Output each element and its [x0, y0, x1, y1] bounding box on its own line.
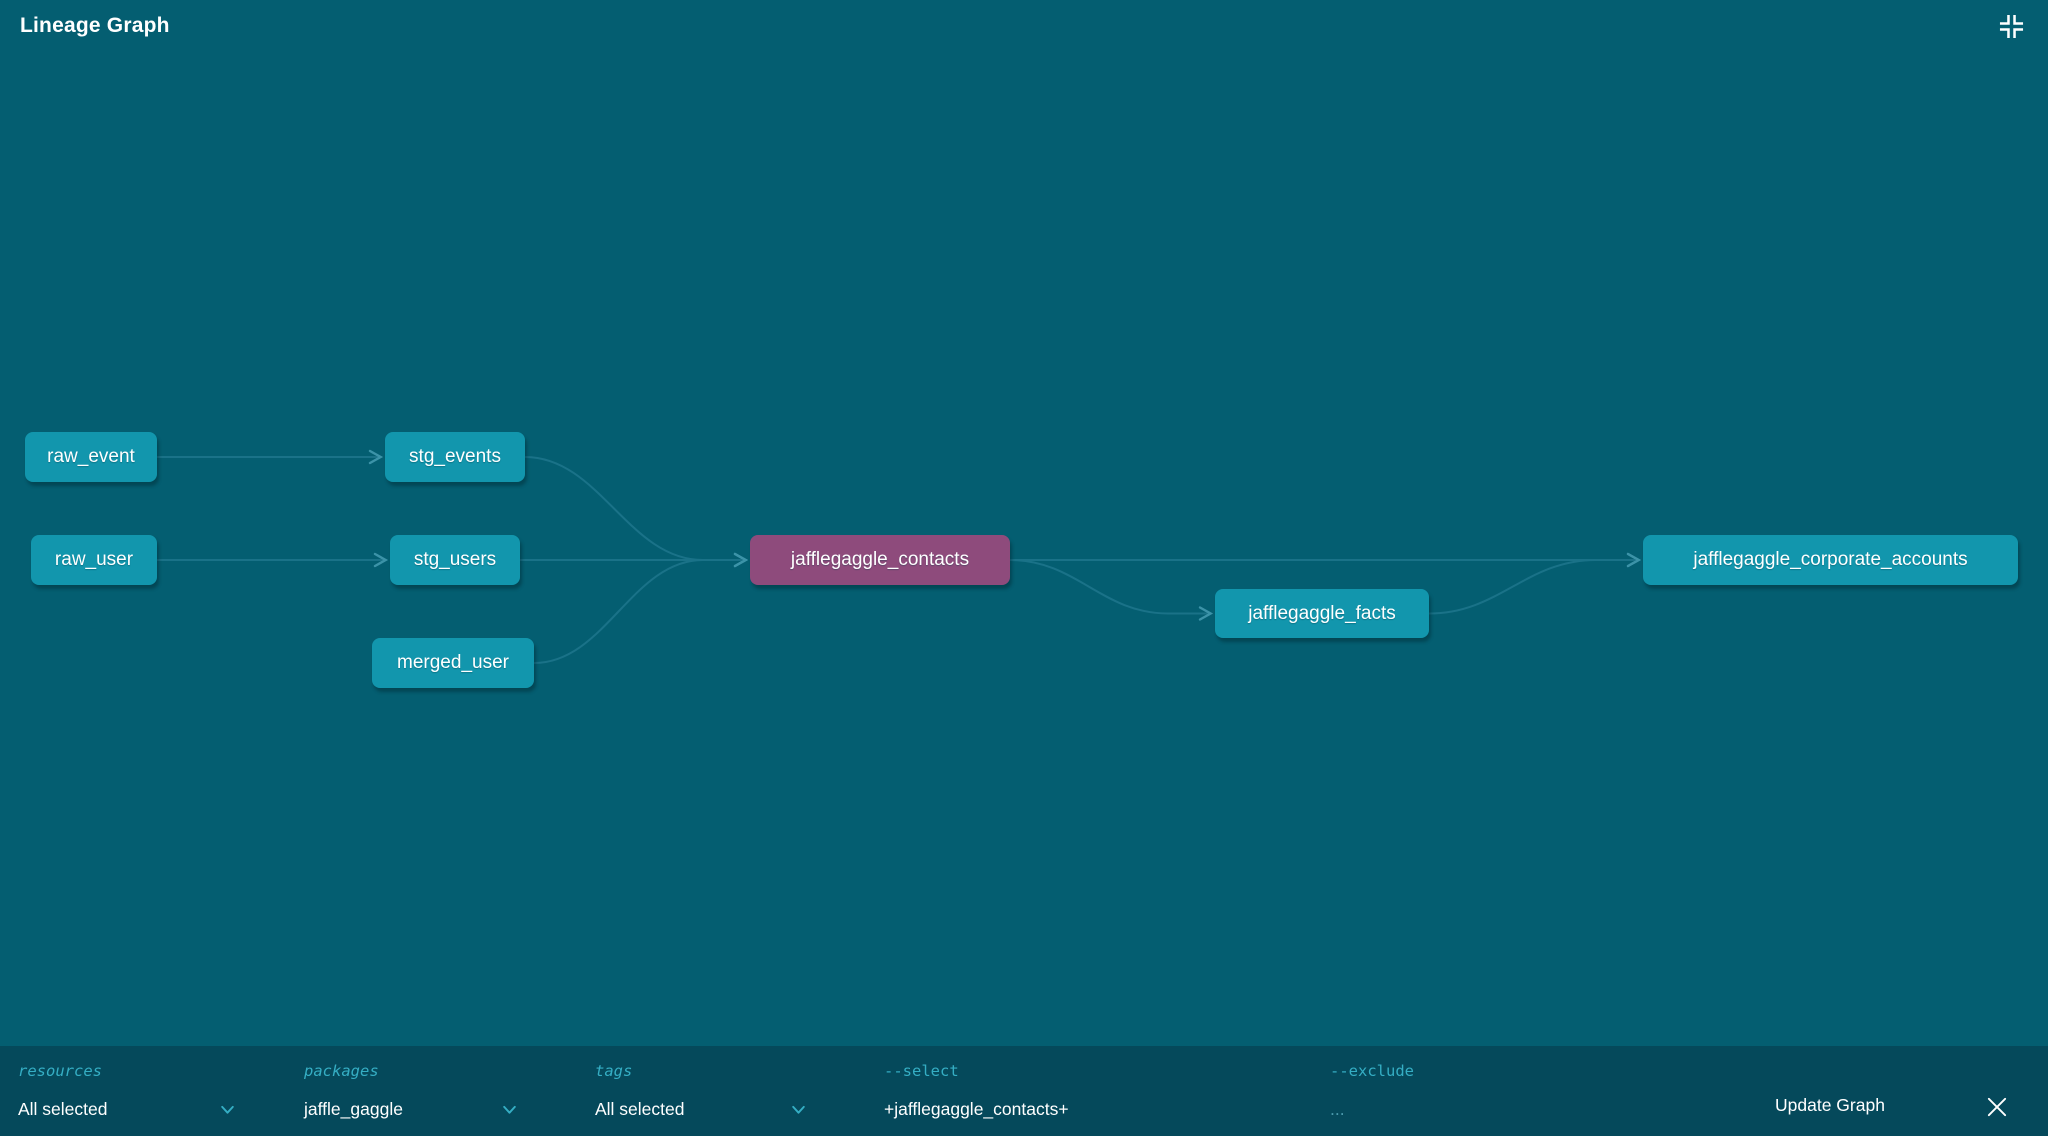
graph-node-jafflegaggle-contacts[interactable]: jafflegaggle_contacts [750, 535, 1010, 585]
filter-resources-value: All selected [18, 1099, 108, 1119]
filter-tags-value: All selected [595, 1099, 685, 1119]
graph-edge-merged_user-to-jafflegaggle_contacts [533, 552, 749, 664]
filter-select-input[interactable]: +jafflegaggle_contacts+ [884, 1098, 1308, 1120]
filter-tags: tags All selected [595, 1061, 807, 1120]
filter-packages-value: jaffle_gaggle [304, 1099, 403, 1119]
chevron-down-icon [501, 1101, 518, 1118]
filter-exclude-value: ... [1330, 1099, 1345, 1119]
minimize-icon[interactable] [1995, 10, 2028, 43]
graph-node-stg-users[interactable]: stg_users [390, 535, 520, 585]
update-graph-button[interactable]: Update Graph [1775, 1095, 1885, 1115]
graph-node-stg-events[interactable]: stg_events [385, 432, 525, 482]
graph-node-raw-event[interactable]: raw_event [25, 432, 157, 482]
filter-packages-dropdown[interactable]: jaffle_gaggle [304, 1098, 518, 1120]
filter-resources-label: resources [18, 1062, 102, 1080]
filter-select-label: --select [884, 1062, 959, 1080]
filter-exclude-label: --exclude [1330, 1062, 1414, 1080]
graph-node-raw-user[interactable]: raw_user [31, 535, 157, 585]
filter-exclude: --exclude... [1330, 1061, 1754, 1120]
graph-node-jafflegaggle-corporate-accounts[interactable]: jafflegaggle_corporate_accounts [1643, 535, 2018, 585]
filter-exclude-input[interactable]: ... [1330, 1098, 1754, 1120]
graph-edge-jafflegaggle_contacts-to-jafflegaggle_facts [1009, 559, 1214, 621]
filter-resources-dropdown[interactable]: All selected [18, 1098, 236, 1120]
filter-packages: packages jaffle_gaggle [304, 1061, 518, 1120]
chevron-down-icon [219, 1101, 236, 1118]
filter-resources: resources All selected [18, 1061, 236, 1120]
filter-select-value: +jafflegaggle_contacts+ [884, 1099, 1069, 1119]
chevron-down-icon [790, 1101, 807, 1118]
graph-node-jafflegaggle-facts[interactable]: jafflegaggle_facts [1215, 589, 1429, 638]
header: Lineage Graph [0, 0, 2048, 52]
filter-packages-label: packages [304, 1062, 379, 1080]
filter-tags-label: tags [595, 1062, 633, 1080]
graph-edge-stg_events-to-jafflegaggle_contacts [524, 456, 749, 568]
graph-edge-jafflegaggle_facts-to-jafflegaggle_corporate_accounts [1428, 552, 1642, 615]
filter-tags-dropdown[interactable]: All selected [595, 1098, 807, 1120]
filter-toolbar: resources All selected packages jaffle_gagg… [0, 1046, 2048, 1136]
page-title: Lineage Graph [20, 14, 170, 37]
graph-node-merged-user[interactable]: merged_user [372, 638, 534, 688]
close-icon[interactable] [1981, 1091, 2013, 1123]
filter-select: --select +jafflegaggle_contacts+ [884, 1061, 1308, 1120]
